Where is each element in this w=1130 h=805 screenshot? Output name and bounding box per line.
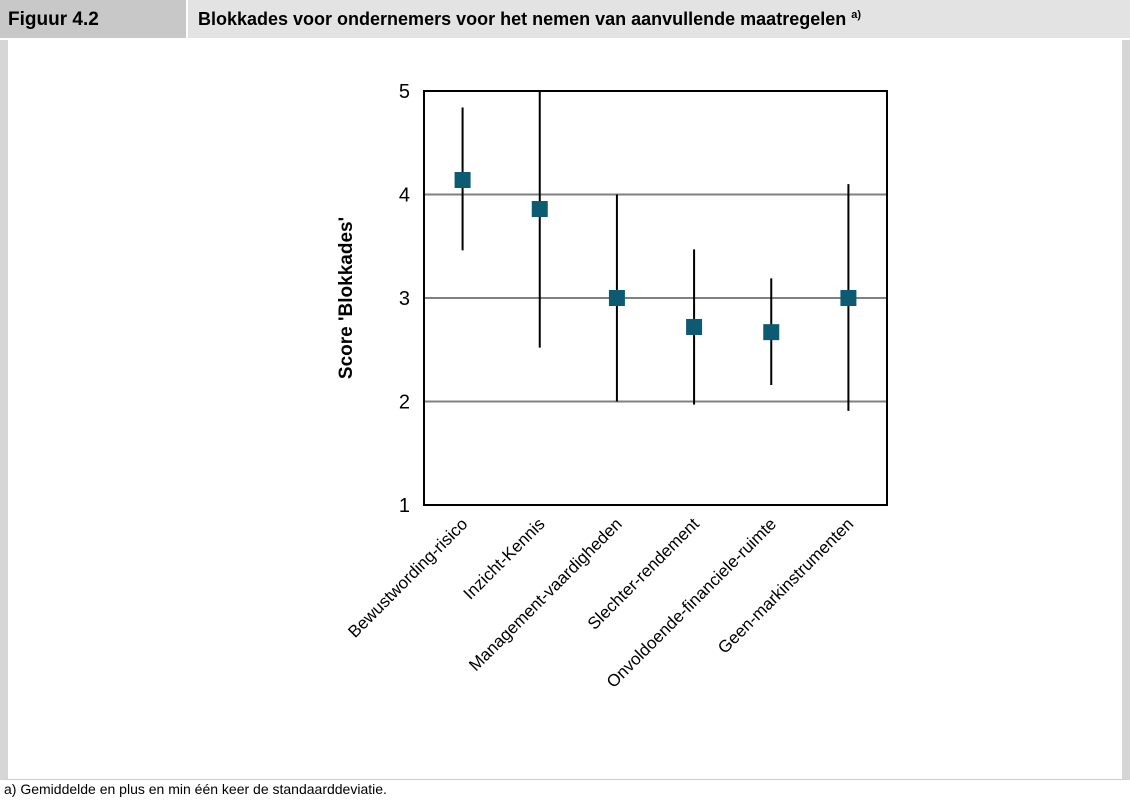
x-tick-label: Management-vaardigheden	[465, 514, 625, 674]
y-tick-label: 2	[399, 392, 410, 414]
gridlines	[424, 193, 887, 403]
data-point	[531, 200, 548, 217]
figure-header: Figuur 4.2 Blokkades voor ondernemers vo…	[0, 0, 1130, 40]
y-tick-label: 5	[399, 81, 410, 103]
data-point	[840, 290, 857, 306]
figure-title-footnote-marker: a)	[851, 9, 862, 21]
error-bars	[461, 91, 850, 411]
data-point	[608, 290, 625, 306]
plot-area-frame	[423, 90, 888, 506]
y-tick-label: 1	[399, 495, 410, 517]
y-axis-label: Score 'Blokkades'	[336, 217, 357, 379]
y-tick-label: 4	[399, 185, 410, 207]
figure-label: Figuur 4.2	[0, 0, 186, 40]
x-tick-label: Inzicht-Kennis	[460, 514, 549, 603]
data-markers	[454, 172, 857, 341]
x-tick-labels: Bewustwording-risicoInzicht-KennisManage…	[344, 514, 857, 691]
figure-title-text: Blokkades voor ondernemers voor het neme…	[198, 9, 847, 29]
data-point	[454, 172, 471, 189]
x-tick-label: Bewustwording-risico	[344, 514, 471, 641]
y-tick-label: 3	[399, 288, 410, 310]
y-tick-labels: 1 2 3 4 5	[399, 81, 410, 517]
x-tick-label: Onvoldoende-financiele-ruimte	[603, 514, 780, 691]
figure-title: Blokkades voor ondernemers voor het neme…	[186, 0, 1130, 40]
footnote: a) Gemiddelde en plus en min één keer de…	[4, 781, 387, 797]
x-tick-label: Geen-markinstrumenten	[714, 514, 857, 657]
data-point	[763, 324, 780, 341]
data-point	[686, 318, 703, 335]
figure-body	[0, 40, 1130, 780]
